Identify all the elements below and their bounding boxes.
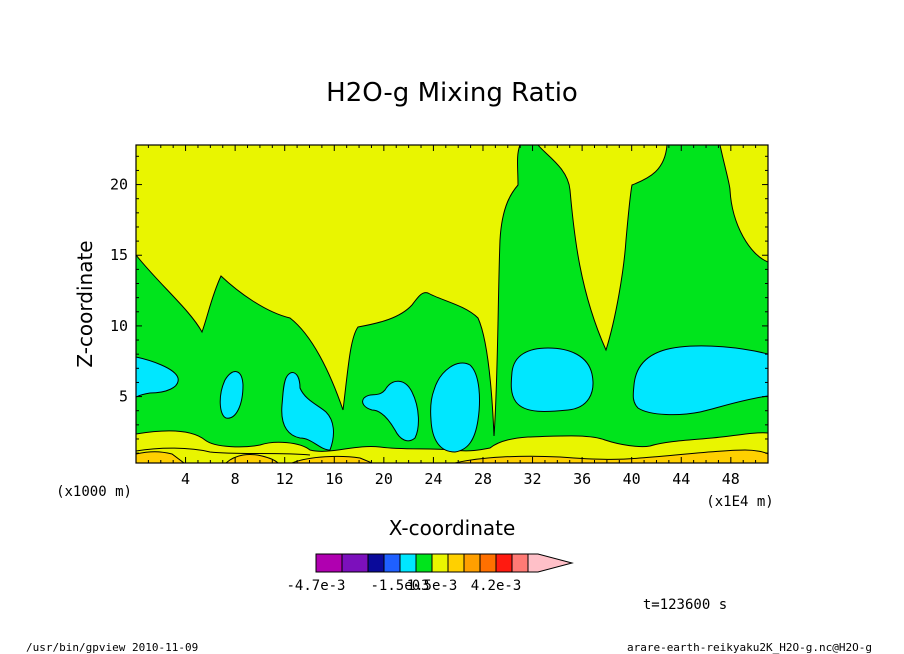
contour-line-lower	[136, 447, 311, 456]
contour-fill-cyan-2	[219, 371, 244, 419]
x-tick-label: 36	[573, 470, 591, 488]
x-tick-label: 48	[722, 470, 740, 488]
contour-fill-cyan-7	[632, 345, 768, 416]
x-tick-label: 24	[424, 470, 442, 488]
contour-fill-cyan-1	[136, 356, 179, 398]
x-axis-label: X-coordinate	[389, 516, 516, 540]
colorbar-arrow	[527, 553, 574, 573]
x-unit-label: (x1000 m)	[56, 484, 132, 500]
contour-fill-orange-surface	[136, 449, 768, 463]
colorbar: -4.7e-3 -1.5e-301.5e-3 4.2e-3	[286, 553, 574, 594]
x-axis-ticks: 4 8 12 16 20 24 28 32 36 40 44 48	[147, 145, 757, 488]
x-tick-label: 12	[276, 470, 294, 488]
colorbar-swatch	[463, 553, 481, 573]
colorbar-swatch	[383, 553, 401, 573]
y-axis-ticks: 5 10 15 20	[110, 155, 768, 454]
x-tick-label: 32	[524, 470, 542, 488]
time-label: t=123600 s	[643, 597, 727, 613]
x-tick-label: 16	[325, 470, 343, 488]
y-axis-label: Z-coordinate	[73, 240, 97, 367]
colorbar-label: 0	[412, 578, 420, 594]
colorbar-swatch	[447, 553, 465, 573]
contour-fill-cyan-3	[281, 372, 334, 451]
x-tick-label: 20	[375, 470, 393, 488]
x-tick-label: 4	[181, 470, 190, 488]
colorbar-swatch	[495, 553, 513, 573]
colorbar-swatch	[431, 553, 449, 573]
plot-frame	[135, 144, 769, 464]
x-tick-label: 28	[474, 470, 492, 488]
y-tick-label: 15	[110, 246, 128, 264]
colorbar-label: 1.5e-3	[407, 578, 458, 594]
colorbar-swatch	[315, 553, 343, 573]
x-tick-label: 8	[231, 470, 240, 488]
contour-plot-area	[136, 145, 768, 463]
footer-right: arare-earth-reikyaku2K_H2O-g.nc@H2O-g	[627, 641, 872, 654]
colorbar-label: -1.5e-3	[370, 578, 429, 594]
y-tick-label: 20	[110, 176, 128, 194]
y-tick-label: 10	[110, 317, 128, 335]
colorbar-label: 4.2e-3	[471, 578, 522, 594]
footer-left: /usr/bin/gpview 2010-11-09	[26, 641, 198, 654]
y-tick-label: 5	[119, 388, 128, 406]
chart-title: H2O-g Mixing Ratio	[326, 78, 578, 108]
colorbar-swatch	[367, 553, 385, 573]
colorbar-swatch	[479, 553, 497, 573]
colorbar-swatch	[399, 553, 417, 573]
contour-fill-yellow-low	[136, 430, 768, 463]
colorbar-label: -4.7e-3	[286, 578, 345, 594]
contour-fill-cyan-6	[510, 347, 594, 413]
contour-fill-cyan-5	[430, 362, 480, 453]
x-unit-label-right: (x1E4 m)	[706, 494, 773, 510]
x-tick-label: 40	[623, 470, 641, 488]
colorbar-swatch	[415, 553, 433, 573]
x-tick-label: 44	[672, 470, 690, 488]
colorbar-swatch	[511, 553, 529, 573]
colorbar-swatch	[341, 553, 369, 573]
contour-fill-cyan-4	[362, 380, 419, 442]
